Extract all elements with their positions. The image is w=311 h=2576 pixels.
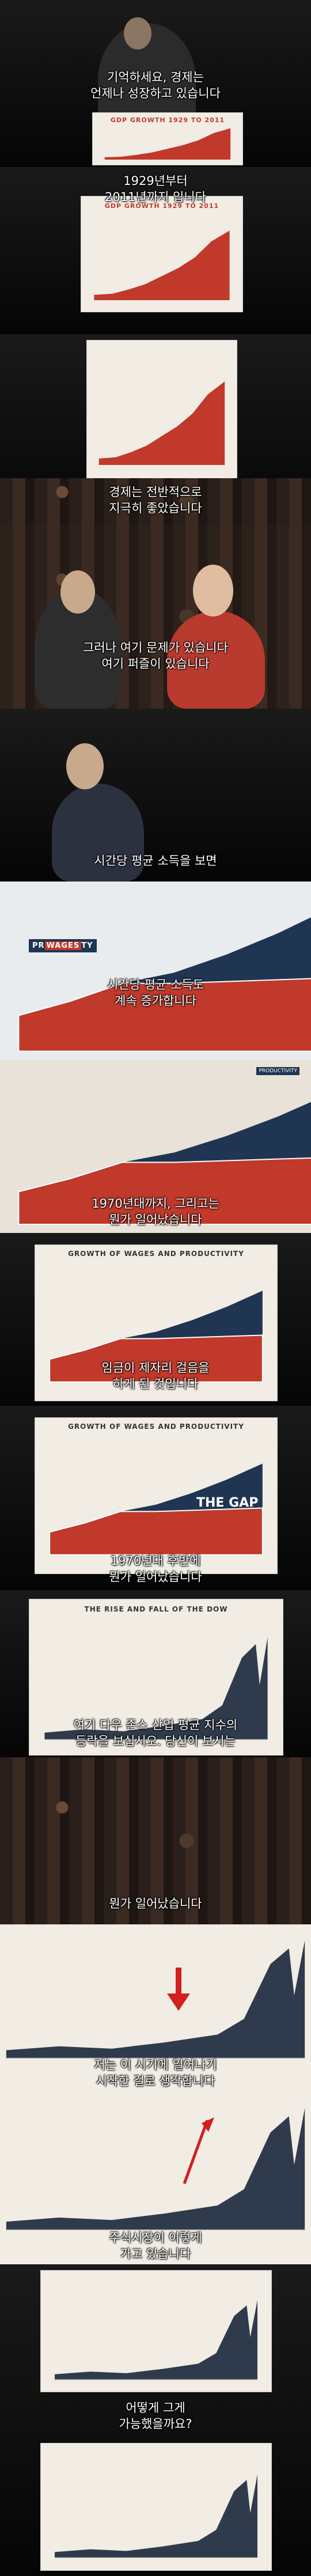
chart-title: GDP GROWTH 1929 TO 2011 <box>104 202 219 210</box>
caption: 여기 다우 존스 산업 평균 지수의 등락을 보십시오. 당신이 보시는 <box>73 1718 238 1748</box>
red-up-arrow-icon <box>183 2117 214 2184</box>
chart-screen: GROWTH OF WAGES AND PRODUCTIVITY THE GAP <box>35 1417 278 1574</box>
dow-area <box>6 2108 305 2230</box>
wages-area <box>49 1334 263 1383</box>
caption: 1970년대 후반에 뭔가 일어났습니다 <box>109 1554 202 1584</box>
wages-chart <box>18 917 311 1052</box>
man-head <box>60 570 95 614</box>
red-down-arrow-icon <box>167 1968 190 2011</box>
chart-screen: GDP GROWTH 1929 TO 2011 <box>81 196 243 312</box>
caption: 기억하세요, 경제는 언제나 성장하고 있습니다 <box>90 70 221 100</box>
gdp-chart <box>104 128 231 160</box>
speaker-head <box>124 17 151 50</box>
caption: 주식시장이 이렇게 가고 있습니다 <box>109 2231 202 2261</box>
panel-8: GROWTH OF WAGES AND PRODUCTIVITY 임금이 제자리… <box>0 1233 311 1406</box>
chart-screen: GDP GROWTH 1929 TO 2011 <box>92 112 243 165</box>
panel-6: PR WAGES TY 시간당 평균 소득도 계속 증가합니다 <box>0 882 311 1060</box>
audience-strip <box>0 478 311 524</box>
panel-12: 저는 이 시기에 일어나기 시작한 걸로 생각합니다 <box>0 1924 311 2091</box>
chart-title: GDP GROWTH 1929 TO 2011 <box>110 116 225 124</box>
caption: 임금이 제자리 걸음을 하게 된 것입니다 <box>101 1361 210 1391</box>
chart-screen <box>86 340 237 479</box>
woman-head <box>193 565 233 616</box>
dow-area <box>6 1940 305 2058</box>
panel-3: 경제는 전반적으로 지극히 좋았습니다 <box>0 334 311 524</box>
panel-5: 시간당 평균 소득을 보면 <box>0 709 311 882</box>
dow-chart <box>55 2474 257 2558</box>
speaker-head <box>66 743 104 789</box>
productivity-tag: PRODUCTIVITY <box>256 1067 299 1075</box>
gdp-chart <box>94 230 230 300</box>
panel-11: 뭔가 일어났습니다 <box>0 1757 311 1924</box>
caption: 시간당 평균 소득을 보면 <box>94 854 217 868</box>
dow-area <box>44 1637 268 1739</box>
panel-9: GROWTH OF WAGES AND PRODUCTIVITY THE GAP… <box>0 1406 311 1590</box>
wages-productivity-chart <box>18 1102 311 1225</box>
audience-crowd <box>0 1757 311 1924</box>
dow-chart-zoom <box>6 1940 305 2059</box>
wages-area <box>18 1157 311 1225</box>
woman-in-red <box>167 611 265 709</box>
badge-pre: PR <box>32 941 45 950</box>
dow-area <box>55 2474 257 2558</box>
chart-screen <box>40 2270 272 2392</box>
badge-post: TY <box>81 941 93 950</box>
caption: 1970년대까지, 그리고는 뭔가 일어났습니다 <box>92 1197 219 1227</box>
dow-chart <box>55 2300 257 2380</box>
panel-14: 어떻게 그게 가능했을까요? <box>0 2264 311 2576</box>
dow-chart-zoom <box>6 2108 305 2230</box>
wages-area <box>18 978 311 1052</box>
panel-1: 기억하세요, 경제는 언제나 성장하고 있습니다 GDP GROWTH 1929… <box>0 0 311 167</box>
gdp-area <box>98 381 225 465</box>
chart-title: GROWTH OF WAGES AND PRODUCTIVITY <box>68 1250 244 1258</box>
panel-13: 주식시장이 이렇게 가고 있습니다 <box>0 2091 311 2264</box>
dow-area <box>55 2300 257 2380</box>
gap-label: THE GAP <box>196 1496 259 1510</box>
panel-7: PRODUCTIVITY 1970년대까지, 그리고는 뭔가 일어났습니다 <box>0 1060 311 1233</box>
panel-2: GDP GROWTH 1929 TO 2011 1929년부터 2011년까지 … <box>0 167 311 334</box>
gdp-chart <box>98 381 225 465</box>
chart-title: THE RISE AND FALL OF THE DOW <box>84 1605 228 1613</box>
badge-highlight: WAGES <box>44 941 82 950</box>
chart-screen: GROWTH OF WAGES AND PRODUCTIVITY <box>35 1245 278 1401</box>
caption: 1929년부터 2011년까지 입니다 <box>104 174 207 204</box>
speaker-body <box>52 784 144 882</box>
wages-productivity-gap-chart <box>49 1463 263 1556</box>
panel-4: 그러나 여기 문제가 있습니다 여기 퍼즐이 있습니다 <box>0 524 311 709</box>
wages-productivity-chart <box>49 1291 263 1383</box>
caption: 시간당 평균 소득도 계속 증가합니다 <box>107 978 204 1008</box>
caption: 경제는 전반적으로 지극히 좋았습니다 <box>109 485 202 515</box>
gdp-area <box>94 230 230 300</box>
caption: 그러나 여기 문제가 있습니다 여기 퍼즐이 있습니다 <box>83 641 228 671</box>
chart-screen: THE RISE AND FALL OF THE DOW <box>29 1599 283 1756</box>
chart-screen <box>40 2443 272 2571</box>
gdp-area <box>104 128 231 160</box>
caption: 저는 이 시기에 일어나기 시작한 걸로 생각합니다 <box>94 2058 217 2088</box>
panel-10: THE RISE AND FALL OF THE DOW 여기 다우 존스 산업… <box>0 1590 311 1757</box>
productivity-wages-badge: PR WAGES TY <box>29 939 97 952</box>
dow-chart <box>44 1637 268 1740</box>
chart-title: GROWTH OF WAGES AND PRODUCTIVITY <box>68 1423 244 1431</box>
caption: 어떻게 그게 가능했을까요? <box>119 2401 192 2431</box>
wages-area <box>49 1507 263 1556</box>
caption: 뭔가 일어났습니다 <box>109 1897 202 1911</box>
